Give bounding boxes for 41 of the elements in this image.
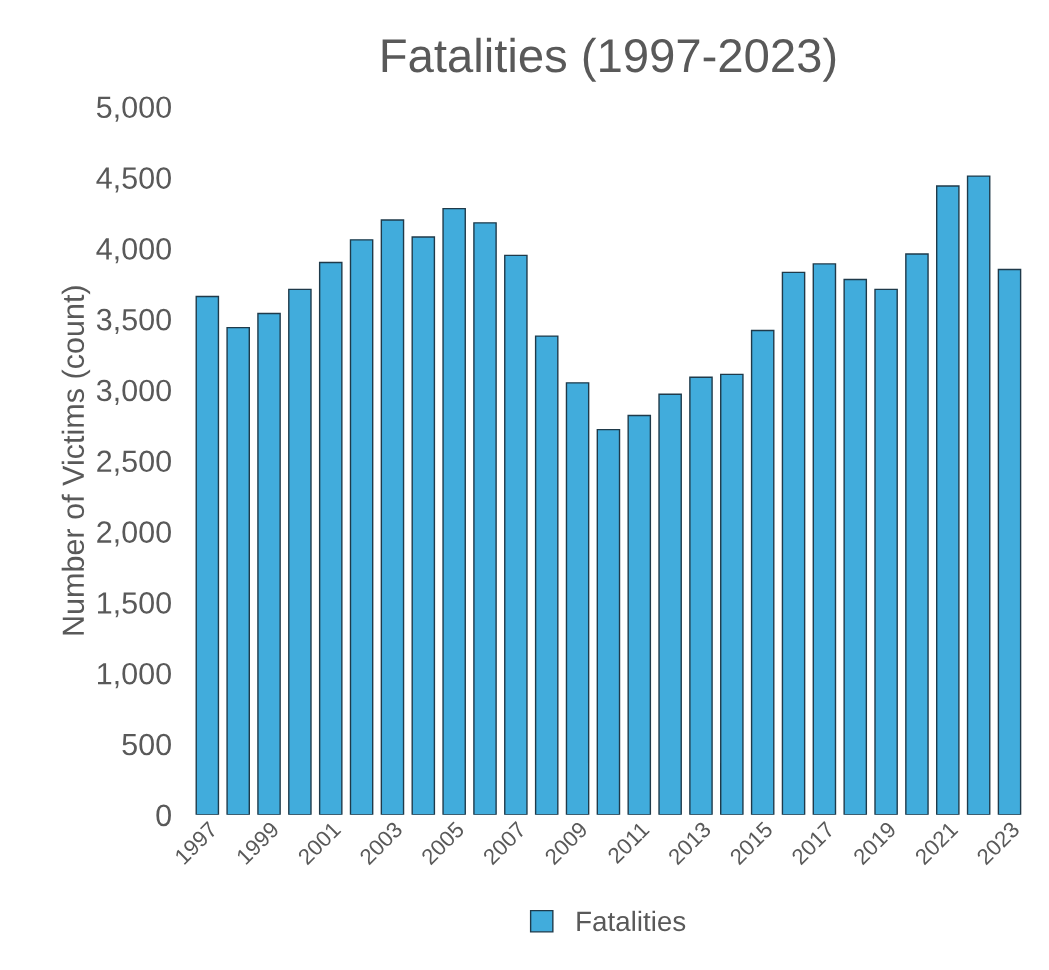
bar [442,207,466,815]
legend-label: Fatalities [577,910,686,932]
bar [627,414,652,815]
bar [689,376,713,815]
y-axis-title: Number of Victims (count) [61,286,91,635]
chart-title: Fatalities (1997-2023) [382,37,836,82]
bar [257,312,281,815]
bar [750,329,775,815]
y-tick-label: 2,500 [97,450,171,476]
bar [812,263,837,815]
bar [565,382,590,815]
bar [658,393,682,815]
bar [411,236,436,815]
bar [195,295,220,815]
bar [843,278,868,815]
y-tick-label: 0 [156,804,171,827]
y-tick-label: 4,000 [96,238,171,264]
y-tick-label: 4,500 [96,167,171,193]
bar [596,428,621,815]
bar [966,175,991,815]
bar [534,335,559,815]
bar [936,185,960,815]
bar [349,239,374,815]
bar [288,288,312,815]
y-tick-label: 3,500 [96,308,171,335]
y-tick-label: 3,000 [96,379,171,405]
y-tick-label: 500 [122,733,171,756]
y-tick-label: 1,500 [98,592,171,618]
bar [997,268,1022,815]
bar [781,271,806,815]
bar [874,288,898,815]
bar [226,326,250,815]
y-tick-label: 1,000 [98,662,171,689]
bar [720,373,744,815]
bar [473,222,497,815]
bar [380,219,405,815]
bar [504,254,528,815]
y-tick-label: 2,000 [97,521,171,547]
y-tick-label: 5,000 [96,96,171,122]
bar [905,253,929,815]
bar [318,261,343,815]
